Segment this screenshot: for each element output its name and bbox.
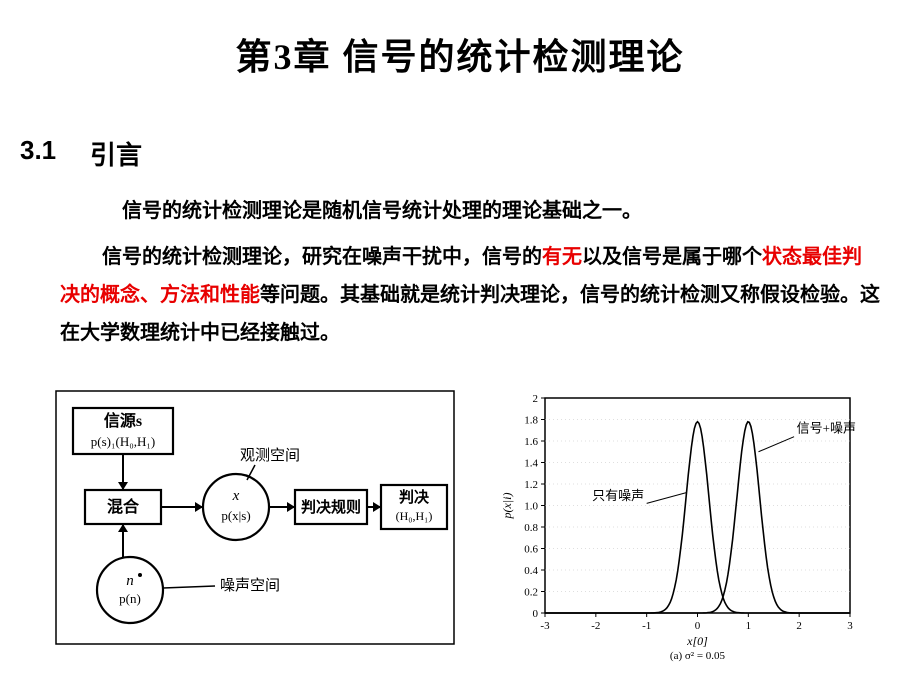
svg-text:p(s)₁(H₀,H₁): p(s)₁(H₀,H₁) (91, 434, 156, 449)
svg-text:1.4: 1.4 (524, 458, 538, 470)
svg-text:信源s: 信源s (104, 411, 142, 430)
svg-text:1: 1 (746, 620, 752, 632)
section-title: 引言 (90, 135, 142, 172)
svg-text:0: 0 (533, 608, 539, 620)
svg-text:1.0: 1.0 (524, 501, 538, 513)
svg-text:x[0]: x[0] (686, 634, 708, 648)
p2-text-b: 以及信号是属于哪个 (582, 246, 762, 268)
svg-text:1.8: 1.8 (524, 415, 538, 427)
svg-text:0: 0 (695, 620, 701, 632)
svg-text:p(n): p(n) (119, 591, 141, 606)
svg-text:1.6: 1.6 (524, 436, 538, 448)
svg-text:2: 2 (796, 620, 802, 632)
svg-text:0.8: 0.8 (524, 522, 538, 534)
svg-text:0.6: 0.6 (524, 544, 538, 556)
block-diagram: 信源s p(s)₁(H₀,H₁) 混合 x p(x|s) 观测空间 判决规则 判… (55, 390, 455, 645)
svg-text:0.2: 0.2 (524, 587, 538, 599)
section-number: 3.1 (20, 135, 56, 166)
svg-text:3: 3 (847, 620, 853, 632)
svg-text:判决: 判决 (399, 488, 430, 506)
probability-chart: 0 0.2 0.4 0.6 0.8 1.0 1.2 1.4 1.6 1.8 2 -3 -2 -1 0 1 2 3 只… (495, 388, 865, 663)
paragraph-1: 信号的统计检测理论是随机信号统计处理的理论基础之一。 (122, 192, 882, 230)
svg-text:信号+噪声: 信号+噪声 (797, 420, 856, 435)
svg-text:n: n (126, 573, 134, 589)
p2-text-a: 信号的统计检测理论，研究在噪声干扰中，信号的 (102, 246, 542, 268)
svg-text:(H₀,H₁): (H₀,H₁) (396, 509, 433, 523)
svg-text:2: 2 (533, 393, 539, 405)
svg-text:-1: -1 (642, 620, 651, 632)
svg-text:只有噪声: 只有噪声 (592, 488, 644, 503)
paragraph-2: 信号的统计检测理论，研究在噪声干扰中，信号的有无以及信号是属于哪个状态最佳判决的… (60, 238, 880, 352)
svg-text:观测空间: 观测空间 (240, 447, 300, 464)
p2-highlight-1: 有无 (542, 246, 582, 268)
svg-text:0.4: 0.4 (524, 565, 538, 577)
svg-text:p(x|s): p(x|s) (221, 508, 250, 523)
svg-text:x: x (232, 488, 240, 504)
svg-text:判决规则: 判决规则 (301, 498, 361, 516)
svg-text:(a) σ² = 0.05: (a) σ² = 0.05 (670, 650, 726, 662)
svg-text:混合: 混合 (107, 497, 140, 516)
svg-text:p(x|i): p(x|i) (500, 493, 514, 520)
svg-text:噪声空间: 噪声空间 (220, 576, 280, 594)
svg-text:-3: -3 (540, 620, 550, 632)
svg-text:-2: -2 (591, 620, 600, 632)
page-title: 第3章 信号的统计检测理论 (0, 0, 920, 80)
svg-text:1.2: 1.2 (524, 479, 538, 491)
